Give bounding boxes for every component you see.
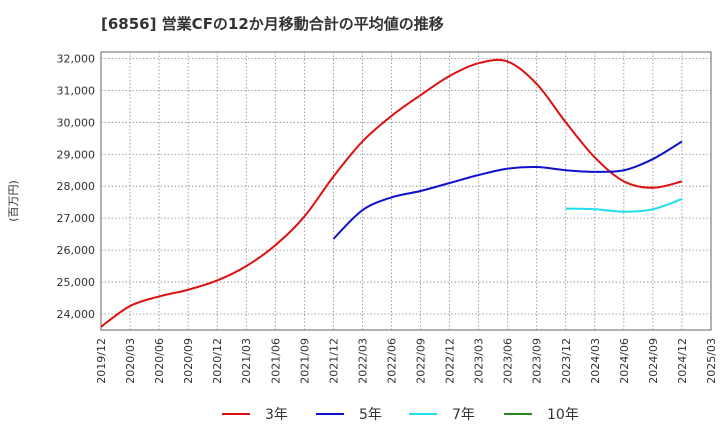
x-tick-label: 2020/06 <box>153 338 166 384</box>
x-tick-label: 2020/12 <box>211 338 224 384</box>
y-tick-label: 25,000 <box>57 276 96 289</box>
y-axis-ticks: 24,000 25,000 26,000 27,000 28,000 29,000 30,0… <box>57 52 96 321</box>
x-tick-label: 2025/03 <box>705 338 718 384</box>
legend-label-2: 7年 <box>452 407 475 423</box>
series-line-2 <box>565 198 683 213</box>
y-tick-label: 32,000 <box>57 52 96 65</box>
series-lines <box>100 58 683 328</box>
y-tick-label: 27,000 <box>57 212 96 225</box>
x-tick-label: 2021/06 <box>269 338 282 384</box>
legend: 3年 5年 7年 10年 <box>222 407 579 423</box>
x-tick-label: 2021/12 <box>327 338 340 384</box>
y-tick-label: 31,000 <box>57 84 96 97</box>
x-tick-label: 2023/09 <box>531 338 544 384</box>
legend-label-0: 3年 <box>265 407 288 423</box>
y-tick-label: 30,000 <box>57 116 96 129</box>
grid-lines <box>101 52 711 330</box>
series-line-1 <box>332 140 683 240</box>
x-tick-label: 2021/03 <box>240 338 253 384</box>
x-tick-label: 2024/12 <box>676 338 689 384</box>
y-tick-label: 28,000 <box>57 180 96 193</box>
x-tick-label: 2020/03 <box>124 338 137 384</box>
plot-area <box>100 51 712 331</box>
legend-label-3: 10年 <box>547 407 579 423</box>
x-tick-label: 2024/06 <box>618 338 631 384</box>
x-tick-label: 2022/03 <box>356 338 369 384</box>
x-tick-label: 2023/12 <box>560 338 573 384</box>
x-tick-label: 2019/12 <box>95 338 108 384</box>
y-tick-label: 26,000 <box>57 244 96 257</box>
x-axis-ticks: 2019/12 2020/03 2020/06 2020/09 2020/12 2021/… <box>95 338 718 384</box>
y-tick-label: 29,000 <box>57 148 96 161</box>
x-tick-label: 2021/09 <box>298 338 311 384</box>
y-axis-label: (百万円) <box>7 180 20 222</box>
x-tick-label: 2022/06 <box>385 338 398 384</box>
x-tick-label: 2024/03 <box>589 338 602 384</box>
series-line-0 <box>100 58 683 328</box>
y-tick-label: 24,000 <box>57 308 96 321</box>
chart-title: [6856] 営業CFの12か月移動合計の平均値の推移 <box>101 15 444 33</box>
x-tick-label: 2020/09 <box>182 338 195 384</box>
legend-label-1: 5年 <box>359 407 382 423</box>
x-tick-label: 2023/03 <box>473 338 486 384</box>
x-tick-label: 2024/09 <box>647 338 660 384</box>
x-tick-label: 2022/12 <box>444 338 457 384</box>
x-tick-label: 2023/06 <box>502 338 515 384</box>
x-tick-label: 2022/09 <box>415 338 428 384</box>
